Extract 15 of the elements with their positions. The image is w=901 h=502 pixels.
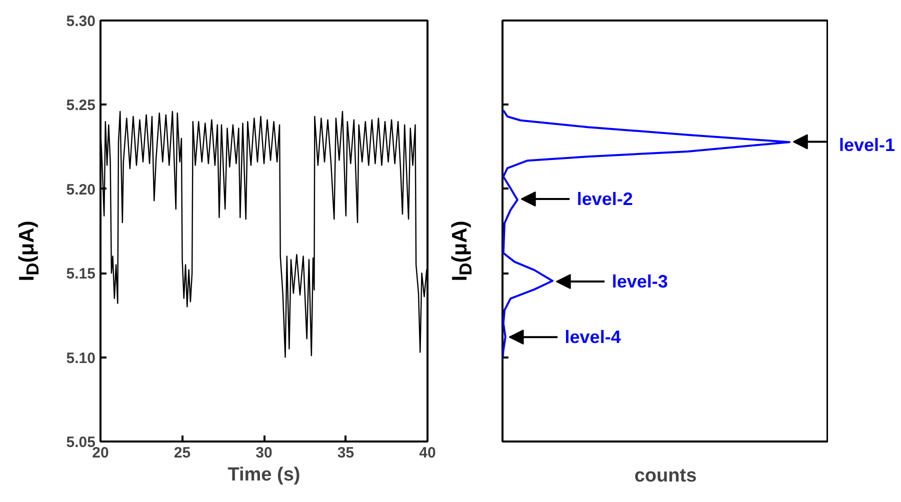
annotation: level-1 bbox=[839, 134, 896, 158]
y-tick-label: 5.25 bbox=[66, 97, 96, 114]
annotation: level-2 bbox=[576, 189, 633, 210]
y-tick-label: 5.15 bbox=[66, 266, 96, 283]
x-axis-title: counts bbox=[634, 466, 697, 486]
x-tick-label: 25 bbox=[174, 444, 191, 462]
y-tick-label: 5.10 bbox=[66, 350, 96, 367]
x-tick-label: 35 bbox=[337, 444, 354, 462]
x-axis-title: Time (s) bbox=[228, 464, 300, 486]
y-tick-label: 5.20 bbox=[66, 181, 96, 198]
annotation: level-3 bbox=[612, 272, 668, 292]
y-tick-label: 5.30 bbox=[66, 13, 96, 30]
annotation: level-4 bbox=[564, 327, 621, 348]
x-tick-label: 40 bbox=[419, 444, 436, 462]
x-tick-label: 30 bbox=[256, 444, 272, 462]
